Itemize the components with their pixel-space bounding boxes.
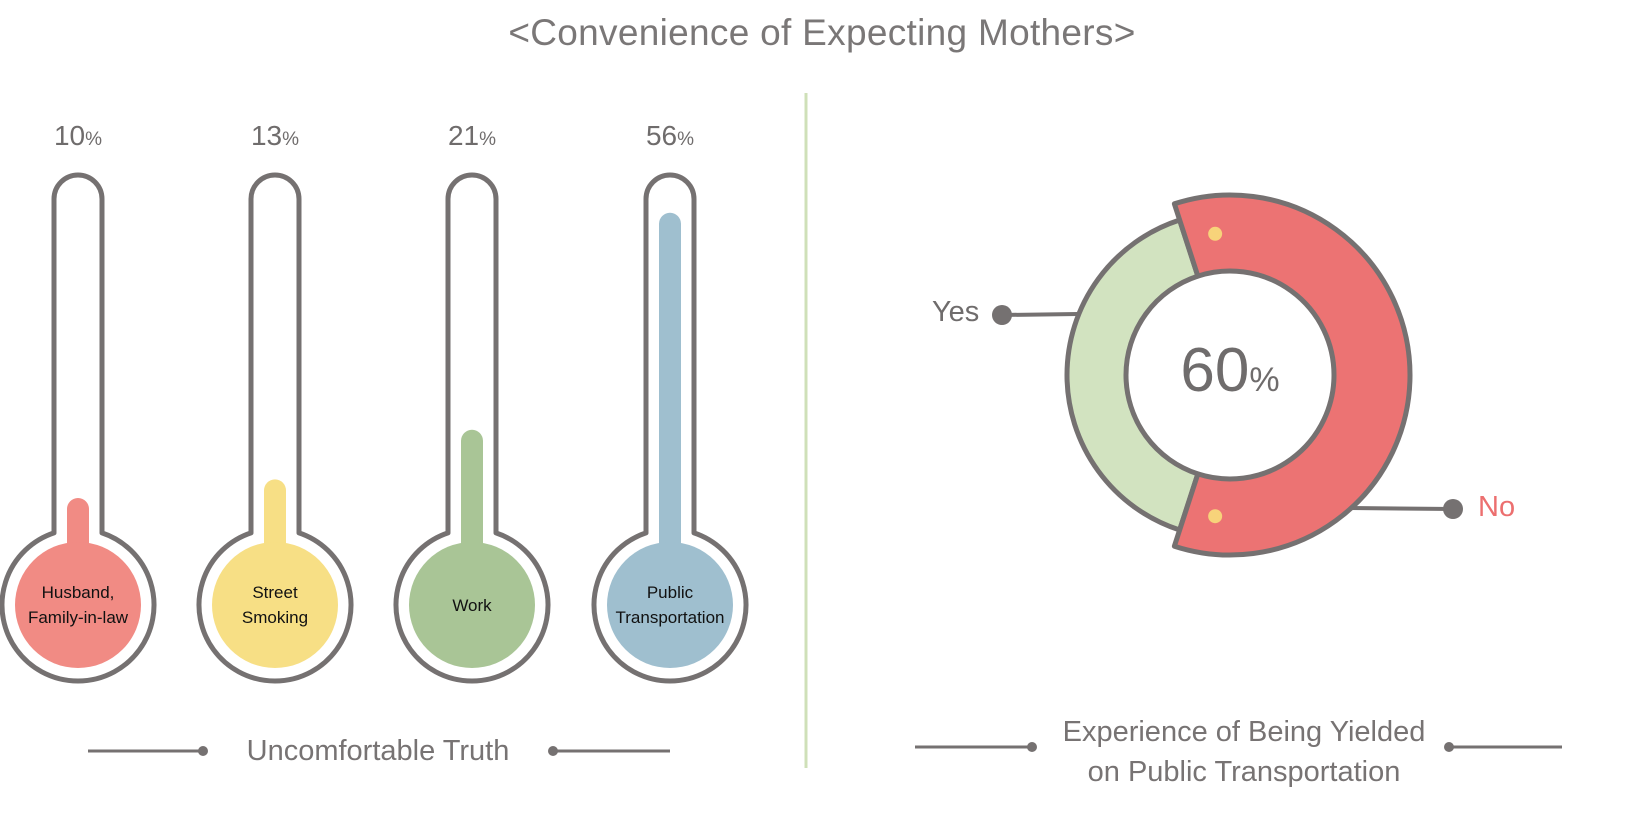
category-label: Public Transportation [615, 583, 725, 627]
value-label: 10% [53, 120, 103, 151]
thermometer-fill-bar [659, 212, 681, 586]
caption-connector-dot [198, 746, 208, 756]
caption-connector-dot [1027, 742, 1037, 752]
donut-center-value: 60% [1180, 336, 1280, 405]
callout-dot-no [1443, 499, 1463, 519]
callout-dot-yes [992, 305, 1012, 325]
donut-accent-dot [1208, 509, 1223, 524]
thermometer-bulb [212, 542, 338, 668]
chart-caption: Experience of Being Yielded on Public Tra… [1062, 716, 1426, 788]
value-label: 56% [645, 120, 695, 151]
donut-accent-dot [1208, 226, 1223, 241]
donut-segment-no [1171, 192, 1413, 558]
thermometer-bulb [15, 542, 141, 668]
value-label: 13% [250, 120, 300, 151]
category-label: Husband, Family-in-law [27, 583, 129, 627]
caption-connector-dot [548, 746, 558, 756]
page-title: <Convenience of Expecting Mothers> [508, 12, 1136, 53]
thermometer-bulb [409, 542, 535, 668]
legend-label-yes: Yes [932, 296, 980, 328]
legend-label-no: No [1478, 491, 1516, 523]
thermometer-bulb [607, 542, 733, 668]
callout-line-yes [1001, 312, 1079, 317]
donut-segment-yes [1064, 217, 1201, 533]
thermometer-outline [196, 172, 354, 684]
thermometer-outline [393, 172, 551, 684]
chart-caption: Uncomfortable Truth [246, 735, 510, 767]
category-label: Street Smoking [241, 583, 309, 627]
category-label: Work [452, 595, 492, 615]
thermometer-outline [0, 172, 157, 684]
callout-line-no [1349, 506, 1454, 511]
value-label: 21% [447, 120, 497, 151]
caption-connector-dot [1444, 742, 1454, 752]
